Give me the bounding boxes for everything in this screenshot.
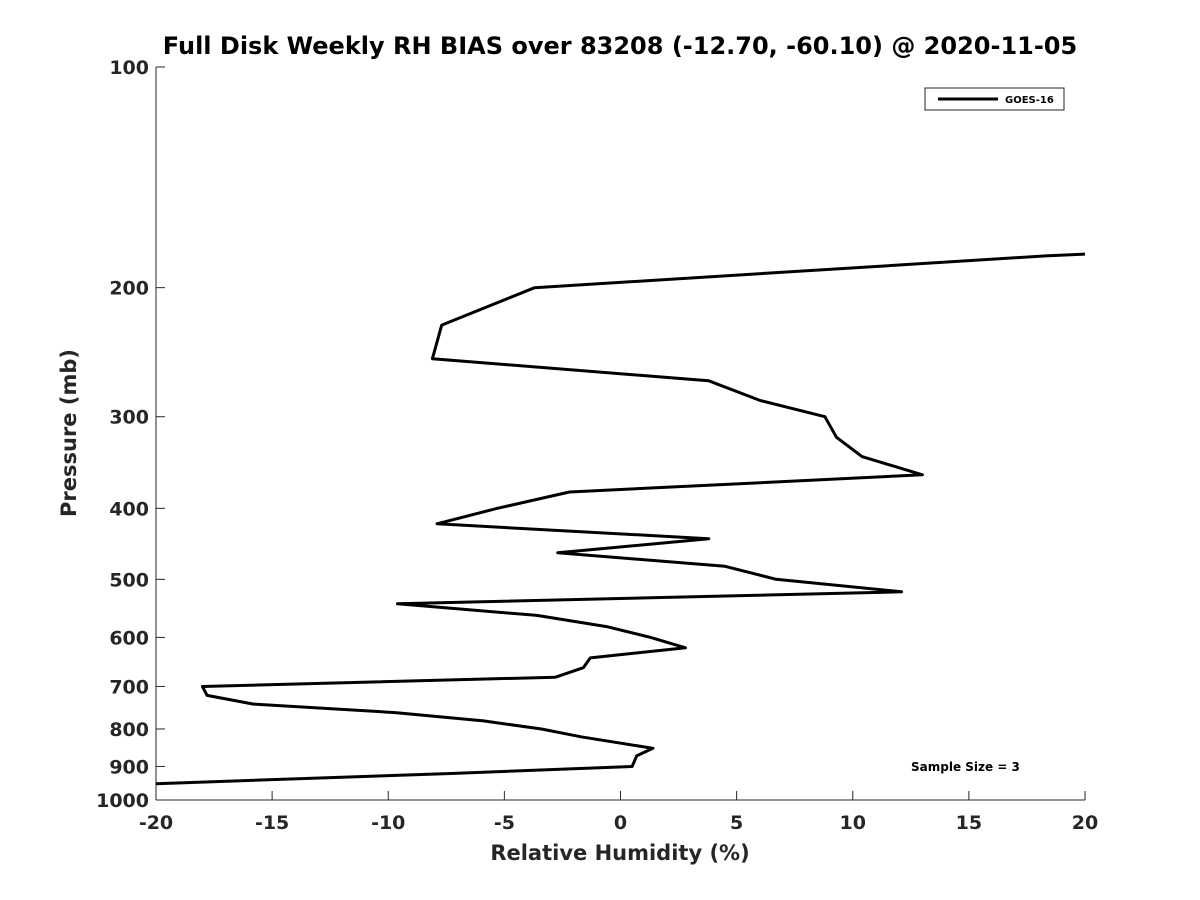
y-tick-label: 700	[109, 676, 149, 698]
x-tick-label: 10	[840, 812, 866, 834]
y-axis-label: Pressure (mb)	[57, 349, 81, 517]
x-axis-label: Relative Humidity (%)	[490, 841, 749, 865]
y-tick-label: 400	[109, 498, 149, 520]
x-tick-label: -20	[139, 812, 173, 834]
legend: GOES-16	[924, 87, 1065, 111]
x-tick-label: 15	[956, 812, 982, 834]
x-ticks: -20 -15 -10 -5 0 5 10 15 20	[139, 791, 1098, 834]
series-line-goes-16	[155, 252, 1086, 786]
x-tick-label: 5	[730, 812, 743, 834]
x-tick-label: -5	[494, 812, 515, 834]
sample-size-annotation: Sample Size = 3	[911, 760, 1020, 774]
y-tick-label: 100	[109, 57, 149, 79]
y-tick-label: 300	[109, 407, 149, 429]
series	[155, 252, 1086, 786]
x-tick-label: -10	[371, 812, 405, 834]
y-tick-label: 1000	[96, 790, 149, 812]
x-tick-label: 20	[1072, 812, 1098, 834]
y-tick-label: 600	[109, 627, 149, 649]
y-tick-label: 900	[109, 756, 149, 778]
y-tick-label: 500	[109, 569, 149, 591]
y-ticks: 100 200 300 400 500 600 700 800 900 1000	[96, 57, 165, 812]
x-tick-label: 0	[614, 812, 627, 834]
chart-title: Full Disk Weekly RH BIAS over 83208 (-12…	[163, 32, 1077, 60]
x-tick-label: -15	[255, 812, 289, 834]
legend-label: GOES-16	[1005, 95, 1054, 106]
y-tick-label: 800	[109, 719, 149, 741]
y-tick-label: 200	[109, 278, 149, 300]
